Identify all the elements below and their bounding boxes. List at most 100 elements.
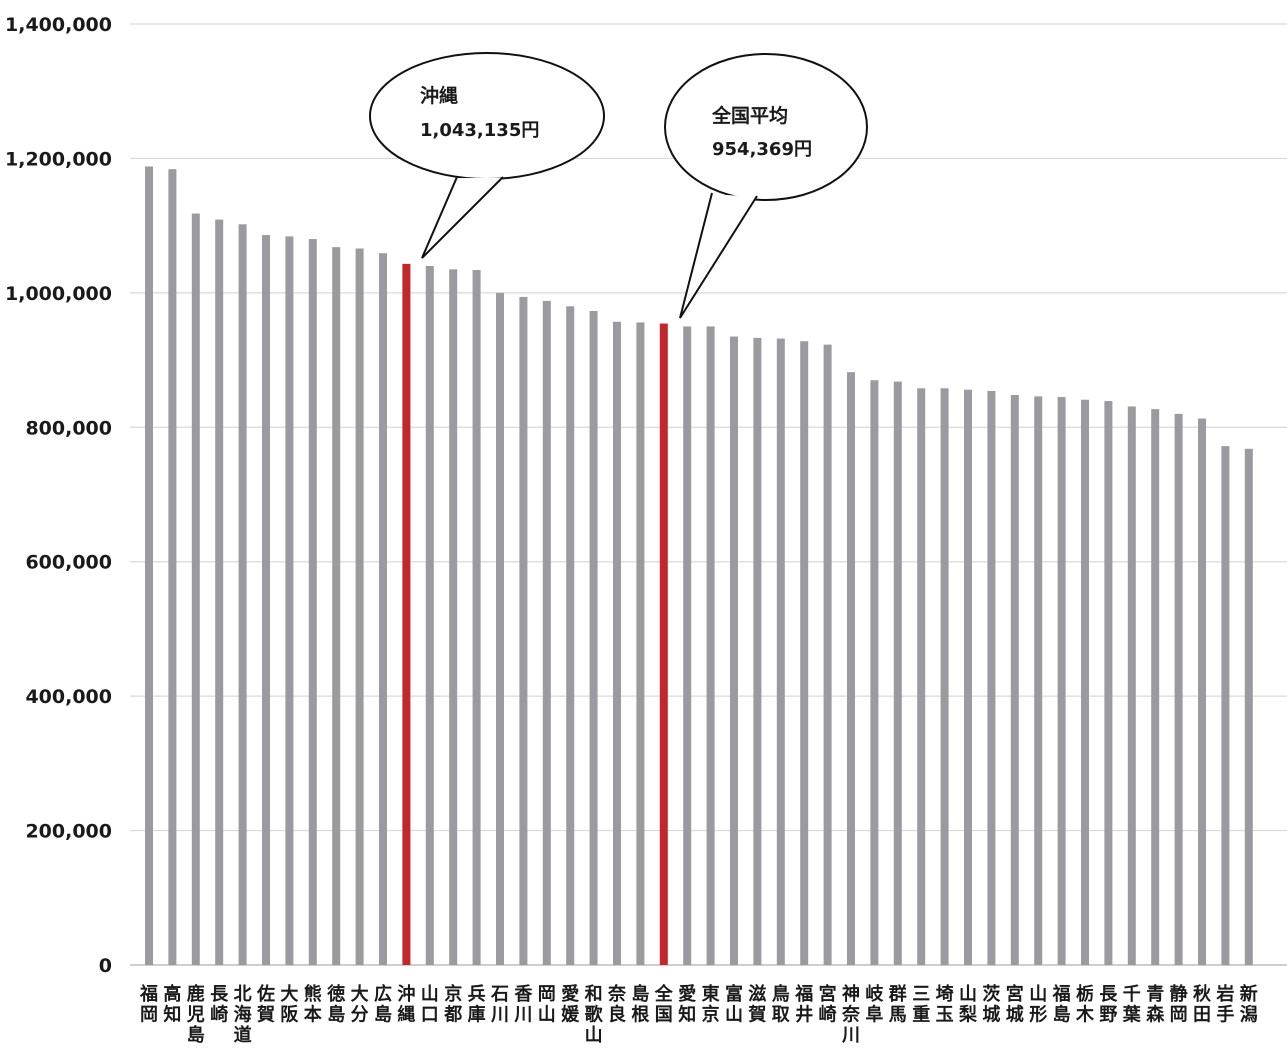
callout-全国: 全国平均 954,369円	[664, 53, 868, 319]
bar-京都	[449, 269, 458, 965]
y-axis-ticks: 0 200,000 400,000 600,000 800,000 1,000,000 1,…	[5, 14, 112, 977]
x-tick-label-全国: 全国	[654, 983, 674, 1026]
callout-pointer	[679, 192, 758, 319]
callout-value: 954,369円	[712, 139, 812, 160]
x-tick-label-宮城: 宮城	[1006, 983, 1024, 1026]
bar-青森	[1151, 409, 1160, 966]
x-tick-label-徳島: 徳島	[326, 983, 345, 1026]
bar-栃木	[1081, 399, 1089, 965]
bar-富山	[730, 336, 738, 966]
x-tick-label-佐賀: 佐賀	[256, 983, 275, 1026]
x-tick-label-秋田: 秋田	[1193, 983, 1212, 1026]
x-tick-label-岐阜: 岐阜	[865, 983, 884, 1026]
bar-岡山	[542, 300, 551, 965]
x-tick-label-大阪: 大阪	[280, 983, 299, 1026]
bar-福岡	[145, 166, 153, 966]
bar-宮崎	[823, 344, 832, 965]
x-tick-label-京都: 京都	[443, 983, 462, 1026]
bar-滋賀	[753, 337, 762, 965]
bar-千葉	[1127, 406, 1136, 965]
x-tick-label-愛知: 愛知	[678, 983, 696, 1026]
x-tick-label-青森: 青森	[1146, 984, 1165, 1026]
bar-長野	[1104, 401, 1113, 965]
bar-徳島	[332, 247, 341, 965]
callout-pointer	[421, 176, 504, 259]
x-tick-label-神奈川: 神奈川	[841, 983, 861, 1046]
x-tick-label-大分: 大分	[351, 983, 369, 1026]
x-tick-label-静岡: 静岡	[1170, 983, 1188, 1026]
x-tick-label-山口: 山口	[421, 984, 439, 1026]
x-tick-label-群馬: 群馬	[889, 983, 907, 1026]
x-tick-label-奈良: 奈良	[607, 983, 627, 1026]
bar-福島	[1057, 397, 1066, 965]
callout-bubble	[369, 52, 605, 180]
x-tick-label-鹿児島: 鹿児島	[186, 983, 205, 1046]
bars-layer	[145, 166, 1253, 966]
y-tick-label: 200,000	[25, 821, 112, 843]
bar-福井	[800, 341, 809, 965]
bar-岩手	[1221, 446, 1230, 965]
x-tick-label-福井: 福井	[794, 983, 813, 1026]
bar-山形	[1034, 396, 1043, 965]
bar-三重	[917, 388, 926, 966]
bar-山口	[425, 265, 434, 965]
x-tick-label-北海道: 北海道	[234, 984, 252, 1046]
bar-愛媛	[566, 306, 575, 965]
y-tick-label: 400,000	[25, 686, 112, 708]
bar-茨城	[987, 390, 996, 965]
bar-新潟	[1244, 448, 1253, 965]
callout-title: 全国平均	[711, 104, 788, 127]
x-tick-label-新潟: 新潟	[1240, 983, 1258, 1026]
x-tick-label-広島: 広島	[374, 983, 392, 1026]
bar-山梨	[964, 389, 972, 965]
x-tick-label-愛媛: 愛媛	[560, 983, 580, 1026]
bar-秋田	[1198, 418, 1206, 965]
bar-神奈川	[847, 372, 855, 965]
bar-宮城	[1010, 395, 1019, 966]
bar-沖縄	[402, 263, 411, 965]
x-tick-label-富山: 富山	[725, 983, 743, 1026]
y-tick-label: 1,400,000	[5, 14, 112, 36]
callout-value: 1,043,135円	[420, 120, 539, 141]
bar-石川	[496, 292, 504, 965]
x-tick-label-兵庫: 兵庫	[468, 984, 486, 1026]
bar-広島	[379, 253, 387, 966]
callouts-layer: 沖縄 1,043,135円 全国平均 954,369円	[369, 52, 868, 319]
x-tick-label-岡山: 岡山	[538, 984, 556, 1026]
x-tick-label-滋賀: 滋賀	[747, 983, 766, 1026]
bar-岐阜	[870, 380, 879, 965]
bar-大分	[355, 248, 364, 965]
y-tick-label: 600,000	[25, 552, 112, 574]
bar-熊本	[308, 239, 317, 966]
x-tick-label-鳥取: 鳥取	[772, 983, 791, 1026]
bar-北海道	[238, 224, 247, 965]
x-tick-label-三重: 三重	[912, 984, 930, 1026]
bar-香川	[519, 296, 528, 965]
x-tick-label-岩手: 岩手	[1215, 983, 1234, 1026]
x-tick-label-高知: 高知	[163, 983, 181, 1026]
x-tick-label-和歌山: 和歌山	[585, 984, 604, 1046]
x-tick-label-宮崎: 宮崎	[819, 983, 837, 1026]
x-axis-ticks: 福岡高知鹿児島長崎北海道佐賀大阪熊本徳島大分広島沖縄山口京都兵庫石川香川岡山愛媛…	[139, 983, 1258, 1046]
bar-兵庫	[472, 270, 481, 965]
bar-鹿児島	[191, 213, 200, 965]
bar-高知	[168, 169, 177, 965]
bar-東京	[706, 326, 715, 965]
bar-全国	[659, 323, 668, 965]
callout-沖縄: 沖縄 1,043,135円	[369, 52, 605, 259]
x-tick-label-福岡: 福岡	[139, 983, 158, 1026]
x-tick-label-沖縄: 沖縄	[397, 983, 415, 1026]
x-tick-label-島根: 島根	[631, 983, 649, 1026]
bar-群馬	[893, 381, 902, 966]
callout-bubble	[664, 53, 868, 201]
x-tick-label-香川: 香川	[513, 984, 533, 1026]
x-tick-label-山梨: 山梨	[959, 984, 977, 1026]
callout-title: 沖縄	[420, 84, 458, 107]
bar-和歌山	[589, 311, 598, 965]
x-tick-label-石川: 石川	[490, 984, 509, 1026]
bar-埼玉	[940, 388, 949, 966]
x-tick-label-長崎: 長崎	[210, 984, 229, 1026]
x-tick-label-埼玉: 埼玉	[936, 983, 954, 1026]
bar-鳥取	[776, 338, 785, 965]
